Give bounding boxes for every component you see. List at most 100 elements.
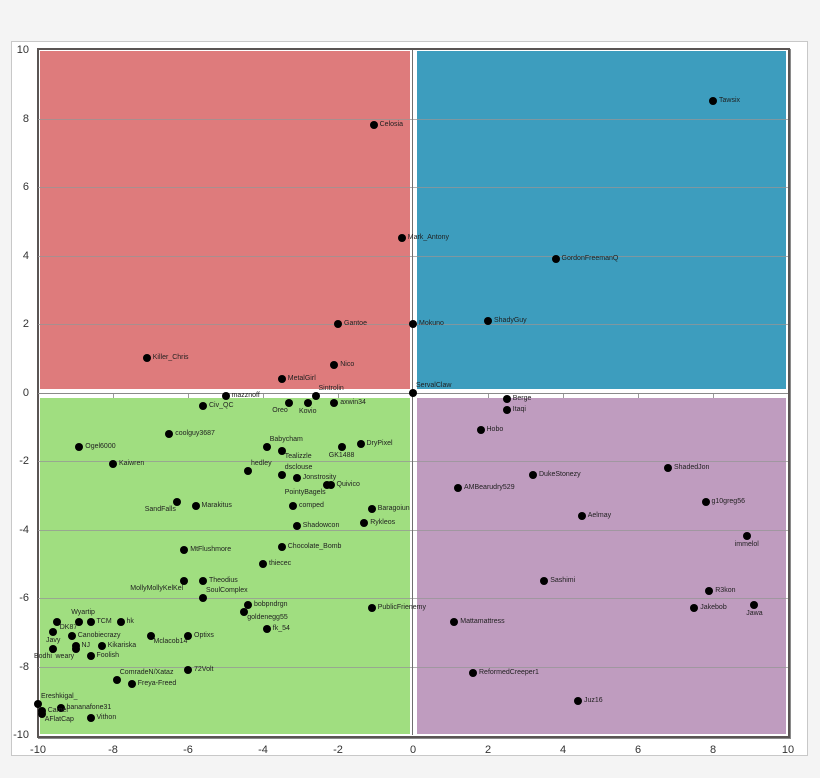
data-point	[49, 628, 57, 637]
point-label: Mark_Antony	[407, 234, 449, 242]
data-point	[184, 665, 192, 674]
data-point	[360, 518, 369, 527]
point-label: Itaqi	[512, 405, 526, 413]
data-point	[191, 501, 200, 510]
data-point	[71, 645, 80, 654]
point-label: Marakitus	[201, 501, 232, 509]
data-point	[326, 480, 335, 489]
point-label: DukeStonezy	[539, 470, 581, 478]
point-label: DryPixel	[366, 439, 393, 447]
data-point	[577, 511, 586, 520]
point-label: Jonstrosity	[302, 474, 337, 482]
point-label: Nico	[340, 361, 355, 369]
point-label: Chocolate_Bomb	[287, 542, 342, 550]
y-tick-label: -4	[19, 523, 29, 536]
point-label: Oreo	[272, 406, 288, 414]
data-point	[56, 703, 65, 712]
data-point	[146, 631, 155, 640]
data-point	[199, 402, 207, 411]
x-tick-label: 2	[484, 744, 492, 756]
data-point	[750, 600, 759, 609]
quadrant-bottom-left	[40, 397, 410, 734]
y-tick-label: -8	[19, 660, 29, 673]
point-label: 72Volt	[194, 665, 214, 673]
data-point	[142, 354, 151, 363]
point-label: PointyBagels	[284, 488, 326, 496]
point-label: Javy	[46, 637, 61, 645]
data-point	[690, 604, 699, 613]
point-label: Ogel6000	[85, 443, 116, 451]
x-tick-mark	[638, 393, 639, 398]
point-label: Rykleos	[370, 518, 396, 526]
point-label: bobpndrgn	[254, 600, 288, 608]
point-label: bananafone31	[66, 703, 112, 711]
data-point	[337, 443, 346, 452]
point-label: NJ	[81, 641, 91, 649]
data-point	[356, 439, 365, 448]
data-point	[574, 696, 582, 705]
data-point	[277, 446, 286, 455]
point-label: Freya-Freed	[137, 679, 177, 687]
point-label: immelol	[734, 541, 759, 549]
data-point	[34, 700, 42, 709]
data-point	[180, 546, 189, 555]
gridline	[38, 118, 788, 120]
x-tick-label: 4	[559, 744, 567, 756]
point-label: AMBearudry529	[464, 484, 515, 492]
data-point	[244, 600, 252, 609]
point-label: hk	[126, 617, 134, 625]
x-tick-label: -6	[183, 744, 193, 756]
data-point	[502, 405, 511, 414]
point-label: ShadedJon	[674, 463, 710, 471]
point-label: ShadyGuy	[494, 316, 527, 324]
data-point	[285, 398, 294, 407]
x-tick-mark	[563, 393, 564, 398]
data-point	[502, 395, 511, 404]
data-point	[240, 607, 249, 616]
data-point	[551, 254, 560, 263]
data-point	[259, 559, 267, 568]
point-label: Babycham	[269, 436, 303, 444]
data-point	[469, 669, 477, 678]
x-tick-mark	[338, 393, 339, 398]
data-point	[742, 532, 751, 541]
data-point	[75, 443, 84, 452]
point-label: SoulComplex	[206, 587, 248, 594]
point-label: PublicFrienemy	[377, 604, 426, 612]
x-tick-label: 6	[634, 744, 642, 756]
data-point	[244, 467, 252, 476]
point-label: Civ_QC	[209, 402, 234, 410]
data-point	[289, 501, 297, 510]
point-label: Jakebob	[700, 604, 727, 612]
point-label: TCM	[96, 617, 112, 625]
data-point	[484, 316, 492, 325]
gridline	[38, 461, 788, 462]
x-tick-mark	[713, 393, 714, 398]
point-label: Sintrolin	[318, 384, 344, 392]
point-label: Gantoe	[344, 320, 367, 327]
y-tick-label: -10	[13, 729, 29, 741]
data-point	[116, 617, 125, 626]
x-tick-mark	[113, 393, 114, 398]
point-label: Juz16	[584, 696, 603, 704]
point-label: comped	[299, 501, 324, 509]
data-point	[664, 463, 672, 472]
data-point	[112, 676, 121, 685]
y-tick-label: 2	[22, 318, 29, 330]
data-point	[127, 679, 136, 688]
x-tick-label: -2	[333, 744, 343, 756]
data-point	[262, 443, 271, 452]
gridline	[38, 255, 788, 257]
point-label: Sashimi	[550, 576, 576, 584]
data-point	[367, 604, 376, 613]
gridline	[38, 187, 788, 188]
point-label: MetalGirl	[287, 374, 316, 382]
data-point	[199, 594, 207, 602]
point-label: Celosia	[379, 121, 403, 129]
point-label: Shadowcon	[302, 522, 340, 530]
data-point	[67, 631, 76, 640]
point-label: thiecec	[269, 559, 292, 567]
point-label: Tealizzle	[284, 452, 312, 460]
point-label: Mattamattress	[460, 617, 505, 625]
point-label: GordonFreemanQ	[561, 254, 619, 262]
